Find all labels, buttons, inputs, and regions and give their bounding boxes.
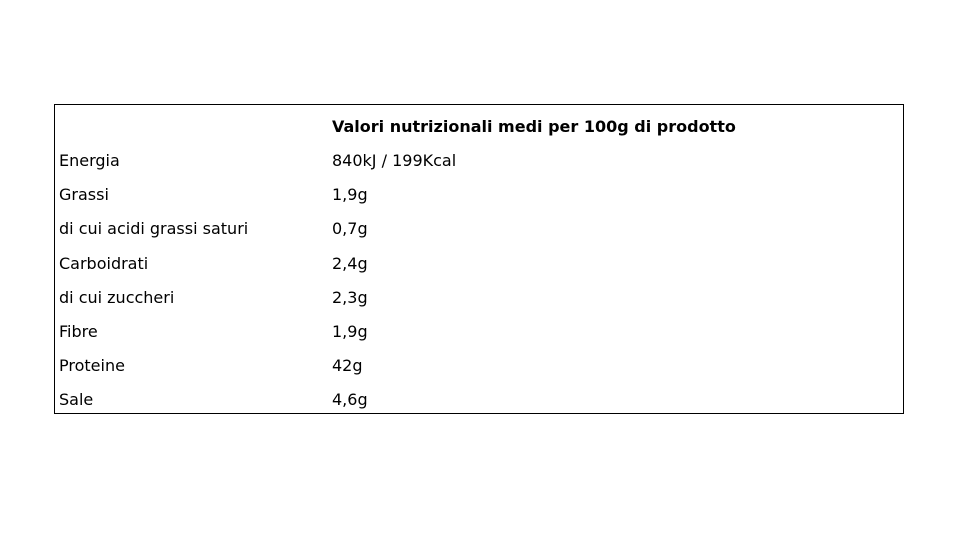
table-row: di cui acidi grassi saturi 0,7g (55, 212, 903, 246)
label-cell: Sale (59, 390, 94, 410)
value-cell: 2,4g (332, 253, 368, 273)
value-cell: 0,7g (332, 219, 368, 239)
table-row: Energia 840kJ / 199Kcal (55, 144, 903, 178)
table-row: Proteine 42g (55, 349, 903, 383)
label-cell: Grassi (59, 185, 109, 205)
label-cell: Fibre (59, 322, 98, 341)
value-cell: 1,9g (332, 185, 368, 205)
label-cell: di cui acidi grassi saturi (59, 219, 249, 239)
table-row: Valori nutrizionali medi per 100g di pro… (55, 110, 903, 144)
nutrition-table: Valori nutrizionali medi per 100g di pro… (54, 104, 904, 414)
label-cell: Proteine (59, 356, 125, 376)
label-cell: di cui zuccheri (59, 287, 175, 307)
table-row: Sale 4,6g (55, 383, 903, 417)
value-cell: 4,6g (332, 390, 368, 410)
table-row: Grassi 1,9g (55, 178, 903, 212)
table-row: Carboidrati 2,4g (55, 247, 903, 281)
header-cell: Valori nutrizionali medi per 100g di pro… (332, 117, 736, 136)
value-cell: 42g (332, 356, 363, 376)
value-cell: 2,3g (332, 287, 368, 307)
table-row: Fibre 1,9g (55, 315, 903, 349)
label-cell: Energia (59, 151, 120, 170)
label-cell: Carboidrati (59, 253, 149, 273)
value-cell: 840kJ / 199Kcal (332, 151, 457, 170)
value-cell: 1,9g (332, 322, 368, 341)
table-row: di cui zuccheri 2,3g (55, 281, 903, 315)
